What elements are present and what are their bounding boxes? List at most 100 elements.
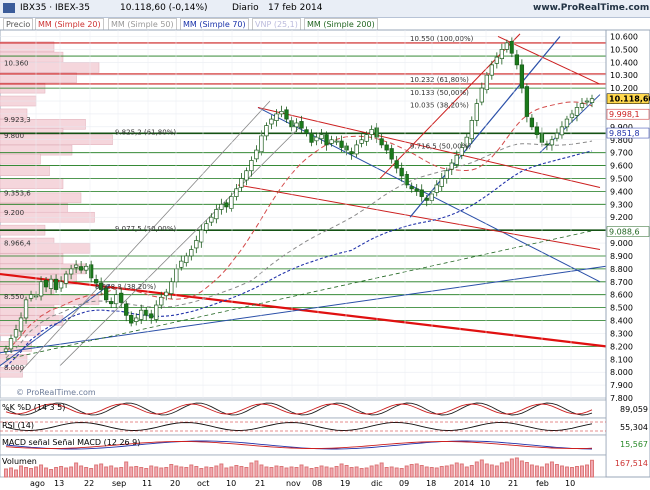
x-tick-13: 09	[399, 479, 409, 488]
candle-body-84	[424, 197, 429, 201]
candle-body-96	[484, 74, 489, 91]
candle-body-63	[319, 134, 324, 140]
volume-bar-1	[9, 467, 14, 478]
y-tick-9: 9.700	[610, 149, 633, 158]
candle-body-3	[18, 317, 24, 332]
macd-signal-line	[5, 441, 593, 449]
profile-label-4: 9.200	[4, 209, 24, 217]
candle-body-30	[154, 304, 159, 320]
candle-body-45	[229, 196, 234, 209]
volume-bar-9	[49, 469, 54, 478]
candle-body-111	[559, 126, 565, 136]
candle-body-79	[399, 167, 404, 177]
candle-body-16	[83, 265, 89, 271]
candle-body-32	[164, 291, 169, 297]
volume-bar-43	[219, 463, 224, 478]
price-tag-box-t1	[606, 108, 650, 120]
volume-bar-47	[239, 466, 244, 478]
candle-body-38	[194, 240, 199, 249]
header-icon	[3, 3, 15, 13]
y-tick-10: 9.600	[610, 162, 633, 171]
volume-bar-60	[304, 466, 309, 478]
volume-bar-98	[494, 465, 499, 478]
volume-bar-24	[124, 461, 129, 478]
candle-body-49	[249, 160, 254, 172]
volume-bar-88	[444, 465, 449, 478]
volume-bar-114	[574, 466, 579, 478]
y-tick-28: 7.800	[610, 394, 633, 403]
candle-body-65	[329, 139, 334, 144]
volume-bar-48	[244, 467, 249, 478]
rsi-value: 55,304	[620, 423, 648, 432]
y-tick-17: 8.900	[610, 252, 633, 261]
candle-body-62	[314, 136, 319, 142]
candle-body-10	[53, 278, 59, 290]
y-tick-14: 9.200	[610, 213, 633, 222]
candle-body-70	[354, 144, 359, 155]
candle-body-47	[239, 178, 244, 188]
candle-body-19	[99, 282, 104, 290]
volume-bar-115	[579, 465, 584, 478]
volume-bar-84	[424, 466, 429, 478]
volume-bar-54	[274, 465, 279, 478]
volume-bar-69	[349, 467, 354, 478]
volume-bar-39	[199, 468, 204, 478]
candle-body-113	[569, 113, 575, 118]
volume-bar-100	[504, 461, 509, 478]
price-tag-t2: 9.851,8	[609, 129, 640, 138]
volume-bar-11	[59, 466, 64, 478]
candle-body-100	[504, 42, 510, 50]
fib-label-2: 10.133 (50,00%)	[410, 89, 469, 97]
x-tick-16: 10	[480, 479, 490, 488]
volume-bar-110	[554, 464, 559, 478]
x-tick-0: ago	[30, 479, 45, 488]
candle-body-101	[509, 41, 515, 54]
volume-bar-3	[19, 465, 24, 478]
price-tag-last: 10.118,60	[609, 95, 650, 104]
volume-bar-73	[369, 465, 374, 478]
volume-bar-44	[224, 467, 229, 478]
candle-body-114	[574, 107, 580, 116]
trend-line-blue-base	[0, 265, 607, 354]
volume-bar-7	[39, 464, 44, 478]
chart-header-bar: IBX35 · IBEX-35 10.118,60 (-0,14%) Diari…	[0, 0, 650, 18]
volume-profile-bar-13	[0, 178, 64, 189]
y-tick-25: 8.100	[610, 355, 633, 364]
candle-body-75	[379, 138, 384, 146]
y-tick-18: 8.800	[610, 265, 633, 274]
candle-body-39	[199, 229, 204, 243]
volume-bar-70	[354, 466, 359, 478]
fib-label-0: 10.550 (100,00%)	[410, 35, 474, 43]
candle-body-89	[449, 162, 454, 170]
volume-bar-63	[319, 465, 324, 478]
volume-bar-17	[89, 468, 94, 478]
y-axis	[605, 29, 650, 478]
volume-bar-77	[389, 466, 394, 478]
volume-profile-bar-20	[0, 253, 64, 264]
volume-bar-65	[329, 467, 334, 478]
volume-bar-35	[179, 466, 184, 478]
x-tick-8: 21	[255, 479, 265, 488]
candle-body-54	[274, 113, 279, 121]
volume-bar-22	[114, 467, 119, 478]
volume-bar-97	[489, 464, 494, 478]
candle-body-2	[13, 329, 19, 338]
volume-bar-23	[119, 467, 124, 478]
y-tick-1: 10.500	[610, 45, 638, 54]
y-tick-20: 8.600	[610, 291, 633, 300]
candle-body-0	[3, 348, 9, 352]
candle-body-43	[219, 203, 224, 210]
volume-profile-bar-3	[0, 72, 77, 84]
volume-bar-0	[4, 468, 8, 478]
candle-body-26	[134, 317, 139, 322]
y-tick-23: 8.300	[610, 329, 633, 338]
x-tick-1: 13	[54, 479, 64, 488]
x-tick-10: 08	[312, 479, 322, 488]
candle-body-55	[279, 110, 284, 115]
candle-body-77	[389, 148, 394, 160]
candle-body-88	[444, 170, 449, 179]
rsi-label: RSI (14)	[2, 421, 34, 430]
watermark: © ProRealTime.com	[16, 388, 96, 397]
volume-bar-26	[134, 466, 139, 478]
